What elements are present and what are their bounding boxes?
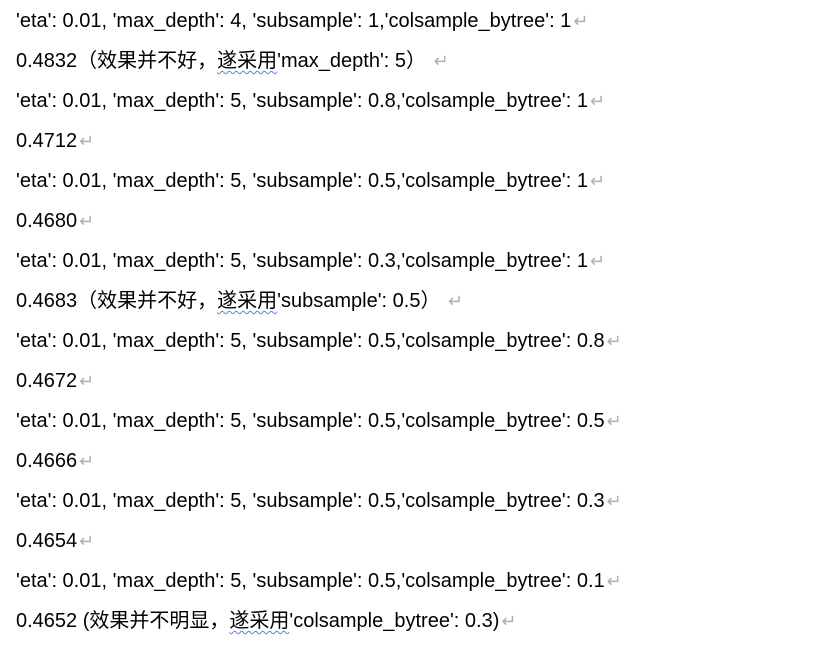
params-text: 'eta': 0.01, 'max_depth': 5, 'subsample'… xyxy=(16,250,588,272)
return-icon: ↵ xyxy=(434,51,449,71)
score-text: 0.4712 xyxy=(16,130,77,152)
return-icon: ↵ xyxy=(590,251,605,271)
note-b-wavy: 遂采用 xyxy=(217,50,277,72)
note-a: 效果并不好， xyxy=(97,50,217,72)
score-text: 0.4680 xyxy=(16,210,77,232)
score-text: 0.4672 xyxy=(16,370,77,392)
score-text: 0.4652 xyxy=(16,610,77,632)
param-line-5: 'eta': 0.01, 'max_depth': 5, 'subsample'… xyxy=(16,328,824,354)
score-line-7: 0.4654↵ xyxy=(16,528,824,554)
param-line-3: 'eta': 0.01, 'max_depth': 5, 'subsample'… xyxy=(16,168,824,194)
return-icon: ↵ xyxy=(79,371,94,391)
return-icon: ↵ xyxy=(573,11,588,31)
note-open: （ xyxy=(77,50,97,72)
score-line-5: 0.4672↵ xyxy=(16,368,824,394)
return-icon: ↵ xyxy=(501,611,516,631)
return-icon: ↵ xyxy=(79,131,94,151)
return-icon: ↵ xyxy=(590,91,605,111)
note-c: 'colsample_bytree': 0.3) xyxy=(289,610,499,632)
note-close: ） xyxy=(420,290,440,312)
params-text: 'eta': 0.01, 'max_depth': 5, 'subsample'… xyxy=(16,170,588,192)
score-line-1: 0.4832（效果并不好，遂采用'max_depth': 5） ↵ xyxy=(16,48,824,74)
param-line-8: 'eta': 0.01, 'max_depth': 5, 'subsample'… xyxy=(16,568,824,594)
note-c: 'subsample': 0.5 xyxy=(277,290,420,312)
note-a: 效果并不好， xyxy=(97,290,217,312)
score-text: 0.4666 xyxy=(16,450,77,472)
note-open: ( xyxy=(77,610,89,632)
params-text: 'eta': 0.01, 'max_depth': 5, 'subsample'… xyxy=(16,330,605,352)
return-icon: ↵ xyxy=(448,291,463,311)
return-icon: ↵ xyxy=(79,211,94,231)
return-icon: ↵ xyxy=(607,411,622,431)
score-line-8: 0.4652 (效果并不明显，遂采用'colsample_bytree': 0.… xyxy=(16,608,824,634)
param-line-2: 'eta': 0.01, 'max_depth': 5, 'subsample'… xyxy=(16,88,824,114)
score-text: 0.4654 xyxy=(16,530,77,552)
params-text: 'eta': 0.01, 'max_depth': 5, 'subsample'… xyxy=(16,490,605,512)
score-line-4: 0.4683（效果并不好，遂采用'subsample': 0.5） ↵ xyxy=(16,288,824,314)
return-icon: ↵ xyxy=(607,331,622,351)
param-line-7: 'eta': 0.01, 'max_depth': 5, 'subsample'… xyxy=(16,488,824,514)
params-text: 'eta': 0.01, 'max_depth': 5, 'subsample'… xyxy=(16,90,588,112)
return-icon: ↵ xyxy=(590,171,605,191)
return-icon: ↵ xyxy=(79,451,94,471)
param-line-6: 'eta': 0.01, 'max_depth': 5, 'subsample'… xyxy=(16,408,824,434)
params-text: 'eta': 0.01, 'max_depth': 5, 'subsample'… xyxy=(16,570,605,592)
score-line-3: 0.4680↵ xyxy=(16,208,824,234)
return-icon: ↵ xyxy=(607,571,622,591)
score-text: 0.4683 xyxy=(16,290,77,312)
return-icon: ↵ xyxy=(79,531,94,551)
return-icon: ↵ xyxy=(607,491,622,511)
note-b-wavy: 遂采用 xyxy=(217,290,277,312)
note-b-wavy: 遂采用 xyxy=(229,610,289,632)
note-c: 'max_depth': 5 xyxy=(277,50,406,72)
note-a: 效果并不明显， xyxy=(89,610,229,632)
note-open: （ xyxy=(77,290,97,312)
score-line-6: 0.4666↵ xyxy=(16,448,824,474)
param-line-1: 'eta': 0.01, 'max_depth': 4, 'subsample'… xyxy=(16,8,824,34)
score-text: 0.4832 xyxy=(16,50,77,72)
param-line-4: 'eta': 0.01, 'max_depth': 5, 'subsample'… xyxy=(16,248,824,274)
params-text: 'eta': 0.01, 'max_depth': 5, 'subsample'… xyxy=(16,410,605,432)
note-close: ） xyxy=(406,50,426,72)
params-text: 'eta': 0.01, 'max_depth': 4, 'subsample'… xyxy=(16,10,571,32)
score-line-2: 0.4712↵ xyxy=(16,128,824,154)
